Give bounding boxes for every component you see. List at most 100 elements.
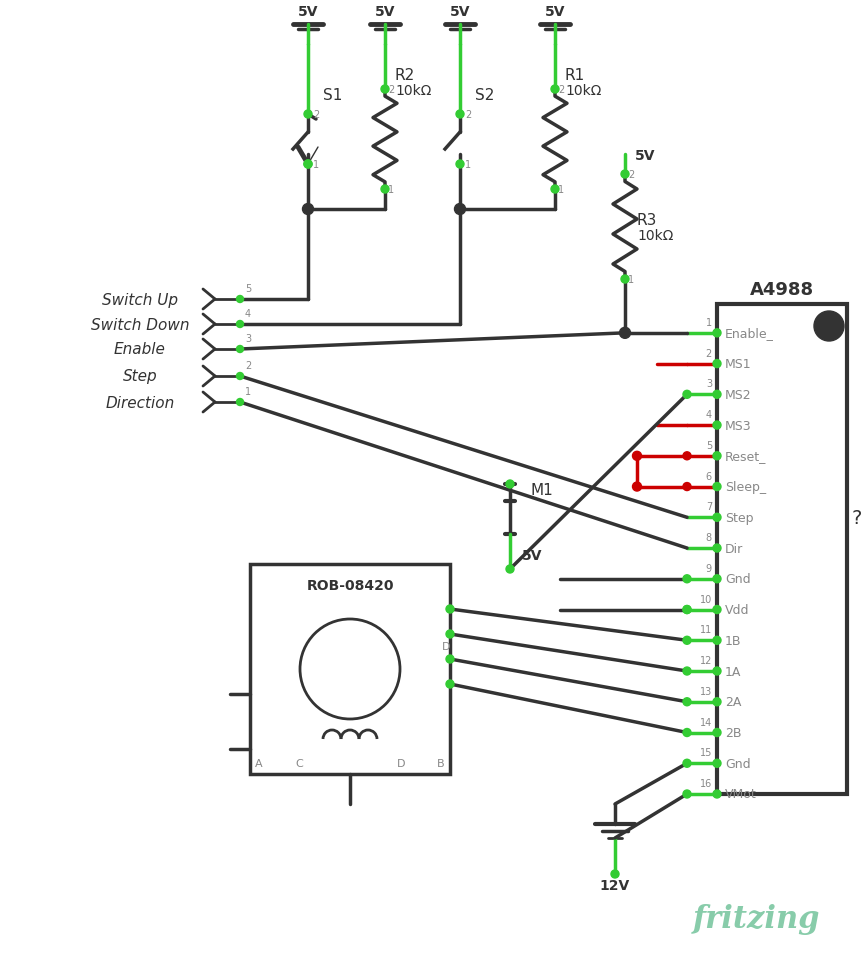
Text: M1: M1 (530, 482, 553, 497)
Text: 1: 1 (465, 160, 471, 170)
Text: S2: S2 (475, 88, 494, 103)
Text: 13: 13 (700, 686, 712, 696)
Circle shape (713, 729, 721, 737)
Circle shape (713, 391, 721, 399)
Circle shape (683, 667, 691, 676)
Text: 4: 4 (245, 309, 251, 318)
Circle shape (551, 86, 559, 94)
Text: 7: 7 (706, 502, 712, 512)
Bar (717, 305, 847, 794)
Circle shape (381, 186, 389, 193)
Circle shape (683, 391, 691, 399)
Text: 1: 1 (388, 185, 394, 194)
Circle shape (633, 482, 642, 492)
Circle shape (237, 321, 244, 328)
Text: 5V: 5V (544, 5, 565, 19)
Text: 5: 5 (245, 284, 251, 294)
Circle shape (713, 483, 721, 491)
Circle shape (304, 161, 312, 169)
Text: Direction: Direction (106, 395, 174, 410)
Text: 5V: 5V (635, 149, 655, 163)
Circle shape (683, 606, 691, 614)
Text: 2: 2 (245, 360, 251, 371)
Text: Enable_: Enable_ (725, 327, 774, 340)
Text: 2: 2 (388, 85, 394, 95)
Circle shape (446, 680, 454, 688)
Circle shape (683, 637, 691, 644)
Text: B: B (437, 759, 445, 768)
Circle shape (506, 565, 514, 574)
Text: 2: 2 (313, 110, 319, 120)
Circle shape (446, 656, 454, 663)
Circle shape (454, 204, 466, 215)
Text: 5V: 5V (375, 5, 395, 19)
Text: 9: 9 (706, 563, 712, 573)
Text: R3: R3 (637, 213, 657, 228)
Text: 15: 15 (700, 747, 712, 758)
Text: VMot: VMot (725, 788, 757, 801)
Circle shape (713, 360, 721, 368)
Text: Switch Down: Switch Down (91, 317, 189, 333)
Text: R1: R1 (565, 68, 585, 83)
Text: 10kΩ: 10kΩ (565, 84, 602, 98)
Circle shape (713, 576, 721, 583)
Circle shape (814, 312, 844, 341)
Text: 3: 3 (245, 334, 251, 344)
Circle shape (713, 698, 721, 706)
Text: Dir: Dir (725, 542, 743, 555)
Text: 5: 5 (706, 440, 712, 451)
Text: 1: 1 (558, 185, 564, 194)
Circle shape (303, 204, 314, 215)
Circle shape (237, 346, 244, 354)
Circle shape (683, 606, 691, 614)
Text: 10kΩ: 10kΩ (637, 229, 674, 243)
Text: 1: 1 (628, 274, 634, 285)
Text: 8: 8 (706, 533, 712, 542)
Text: 14: 14 (700, 717, 712, 727)
Circle shape (237, 399, 244, 406)
Text: Step: Step (725, 511, 753, 524)
Circle shape (713, 637, 721, 644)
Circle shape (713, 514, 721, 521)
Text: A4988: A4988 (750, 281, 814, 298)
Text: 1: 1 (706, 317, 712, 328)
Text: Enable: Enable (114, 342, 166, 357)
Text: 10kΩ: 10kΩ (395, 84, 432, 98)
Text: fritzing: fritzing (693, 903, 820, 935)
Text: 1A: 1A (725, 665, 741, 678)
Text: 2A: 2A (725, 696, 741, 708)
Text: 10: 10 (700, 594, 712, 604)
Circle shape (620, 328, 630, 339)
Text: 1: 1 (313, 160, 319, 170)
Circle shape (683, 760, 691, 767)
Circle shape (551, 186, 559, 193)
Text: D: D (442, 641, 451, 651)
Circle shape (237, 296, 244, 303)
Text: MS1: MS1 (725, 357, 752, 371)
Circle shape (683, 453, 691, 460)
Text: ROB-08420: ROB-08420 (306, 578, 394, 593)
Text: Gnd: Gnd (725, 573, 751, 586)
Text: ?: ? (852, 508, 863, 527)
Text: Sleep_: Sleep_ (725, 480, 766, 494)
Text: 2: 2 (558, 85, 564, 95)
Text: 2: 2 (465, 110, 472, 120)
Circle shape (713, 330, 721, 337)
Circle shape (683, 576, 691, 583)
Text: 16: 16 (700, 779, 712, 788)
Text: Gnd: Gnd (725, 757, 751, 770)
Circle shape (621, 171, 629, 179)
Circle shape (713, 790, 721, 799)
Text: 4: 4 (706, 410, 712, 419)
Circle shape (633, 452, 642, 461)
Text: 3: 3 (706, 379, 712, 389)
Text: R2: R2 (395, 68, 415, 83)
Text: ?: ? (824, 317, 834, 335)
Circle shape (237, 374, 244, 380)
Circle shape (683, 790, 691, 799)
Circle shape (381, 86, 389, 94)
Text: 5V: 5V (522, 548, 543, 562)
Text: 11: 11 (700, 624, 712, 635)
Text: MS2: MS2 (725, 389, 752, 401)
Text: MS3: MS3 (725, 419, 752, 432)
